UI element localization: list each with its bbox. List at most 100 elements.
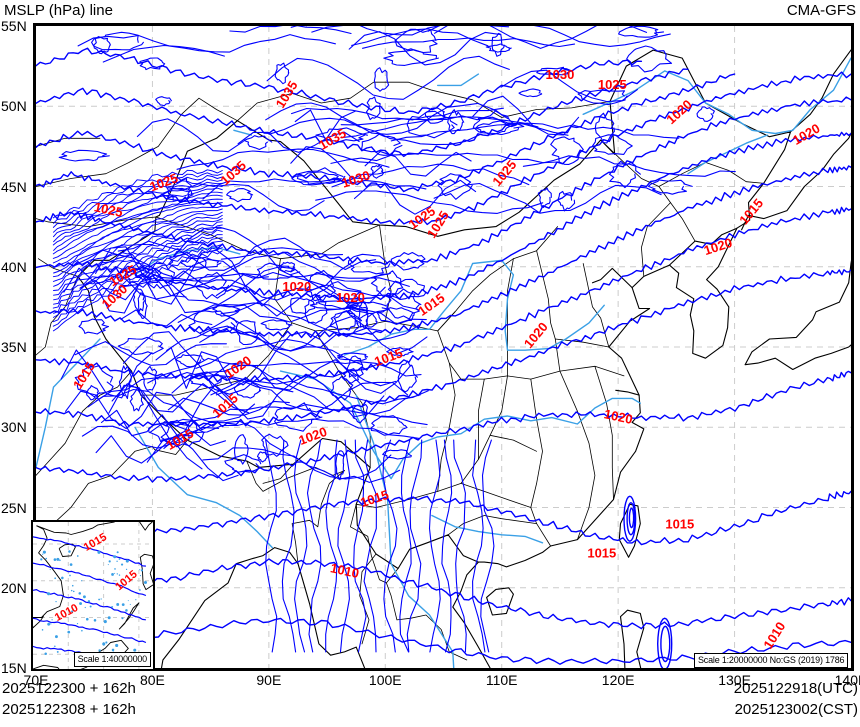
coastline — [297, 563, 366, 668]
isobar — [370, 164, 384, 179]
isobar — [52, 247, 223, 327]
isobar — [111, 383, 249, 414]
page-title: MSLP (hPa) line — [4, 2, 113, 19]
isobar — [95, 246, 278, 307]
isobar — [434, 26, 648, 49]
inset-island-dot — [69, 563, 73, 566]
isobar — [365, 96, 381, 121]
border-line — [291, 470, 345, 565]
inset-island-dot — [84, 606, 86, 609]
isobar — [480, 439, 495, 653]
isobar — [189, 371, 228, 389]
isobar — [696, 106, 715, 122]
valid-time-utc: 2025122918(UTC) — [733, 680, 858, 697]
isobar — [36, 490, 851, 546]
isobar — [160, 418, 205, 448]
inset-island-dot — [45, 557, 48, 560]
inset-island-dot — [116, 603, 120, 606]
inset-scale-label: Scale 1:40000000 — [73, 652, 151, 667]
x-tick-label: 70E — [23, 672, 49, 688]
isobar — [306, 439, 322, 653]
contour-label-text: 1015 — [587, 545, 616, 560]
isobar — [362, 37, 576, 49]
isobar — [36, 47, 643, 114]
isobar — [52, 205, 223, 269]
isobar — [406, 110, 458, 139]
isobar — [53, 221, 223, 291]
isobar — [53, 181, 223, 238]
isobar — [58, 149, 110, 162]
isobar — [60, 349, 153, 399]
contour-label-text: 1035 — [316, 125, 349, 152]
isobar — [133, 267, 156, 281]
isobar — [290, 297, 316, 314]
inset-island-dot — [111, 605, 114, 608]
inset-island-dot — [79, 602, 83, 606]
isobar — [427, 26, 671, 47]
border-line — [594, 365, 614, 500]
isobar — [475, 120, 525, 136]
inset-island-dot — [49, 569, 51, 571]
isobar — [117, 336, 164, 356]
contour-label: 1020 — [663, 97, 695, 127]
isobar — [36, 131, 851, 301]
inset-island-dot — [78, 592, 82, 595]
isobar — [472, 95, 580, 136]
inset-island-dot — [115, 643, 119, 648]
isobar — [235, 320, 261, 346]
isobar — [399, 439, 412, 653]
contour-label: 1020 — [790, 120, 823, 147]
inset-island-dot — [45, 652, 47, 655]
contour-label: 1015 — [587, 545, 616, 560]
inset-island-dot — [102, 642, 106, 646]
contour-label: 1020 — [336, 290, 365, 305]
isobar — [132, 288, 146, 313]
inset-island-dot — [139, 569, 141, 571]
isobar — [155, 96, 172, 107]
isobar — [52, 194, 223, 255]
contour-label-text: 1030 — [545, 67, 574, 82]
inset-contour-label: 1015 — [113, 568, 139, 593]
coastline — [591, 267, 633, 289]
isobar — [591, 134, 633, 155]
isobar — [290, 26, 441, 36]
isobar — [351, 28, 489, 47]
contour-label: 1020 — [521, 319, 551, 351]
main-scale-label: Scale 1:20000000 No:GS (2019) 1786 — [694, 653, 849, 668]
isobar — [52, 234, 223, 309]
isobar — [441, 439, 453, 653]
inset-island-dot — [118, 558, 121, 560]
contour-label-text: 1020 — [336, 290, 365, 305]
contour-label-text: 1020 — [222, 353, 254, 382]
inset-coastline — [58, 543, 76, 557]
isobar — [198, 304, 427, 325]
contour-label: 1015 — [415, 290, 447, 319]
inset-island-dot — [111, 648, 115, 652]
border-line — [641, 202, 671, 277]
border-line — [36, 276, 79, 356]
isobar — [626, 502, 636, 536]
contour-label-text: 1025 — [93, 199, 124, 220]
isobar — [364, 150, 472, 177]
inset-island-dot — [139, 589, 141, 591]
contour-label-text: 1025 — [598, 77, 627, 92]
contour-label-text: 1020 — [521, 319, 551, 351]
river-line — [687, 134, 768, 175]
isobar — [36, 71, 851, 226]
isobar — [550, 136, 584, 165]
x-tick-label: 80E — [139, 672, 165, 688]
isobar — [290, 107, 504, 121]
isobar — [325, 439, 338, 653]
inset-island-dot — [51, 619, 53, 621]
isobar — [433, 182, 662, 214]
river-line — [437, 73, 480, 87]
isobar — [215, 380, 429, 405]
isobar — [557, 190, 576, 212]
inset-island-dot — [56, 557, 60, 561]
inset-island-dot — [68, 550, 71, 553]
inset-coastline — [139, 522, 153, 531]
inset-island-dot — [42, 550, 46, 554]
isobar — [660, 625, 671, 663]
isobar — [95, 435, 203, 470]
isobar — [194, 271, 230, 300]
